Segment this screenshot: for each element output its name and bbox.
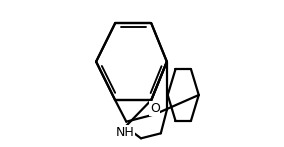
- Text: O: O: [150, 102, 160, 115]
- Text: NH: NH: [116, 126, 135, 139]
